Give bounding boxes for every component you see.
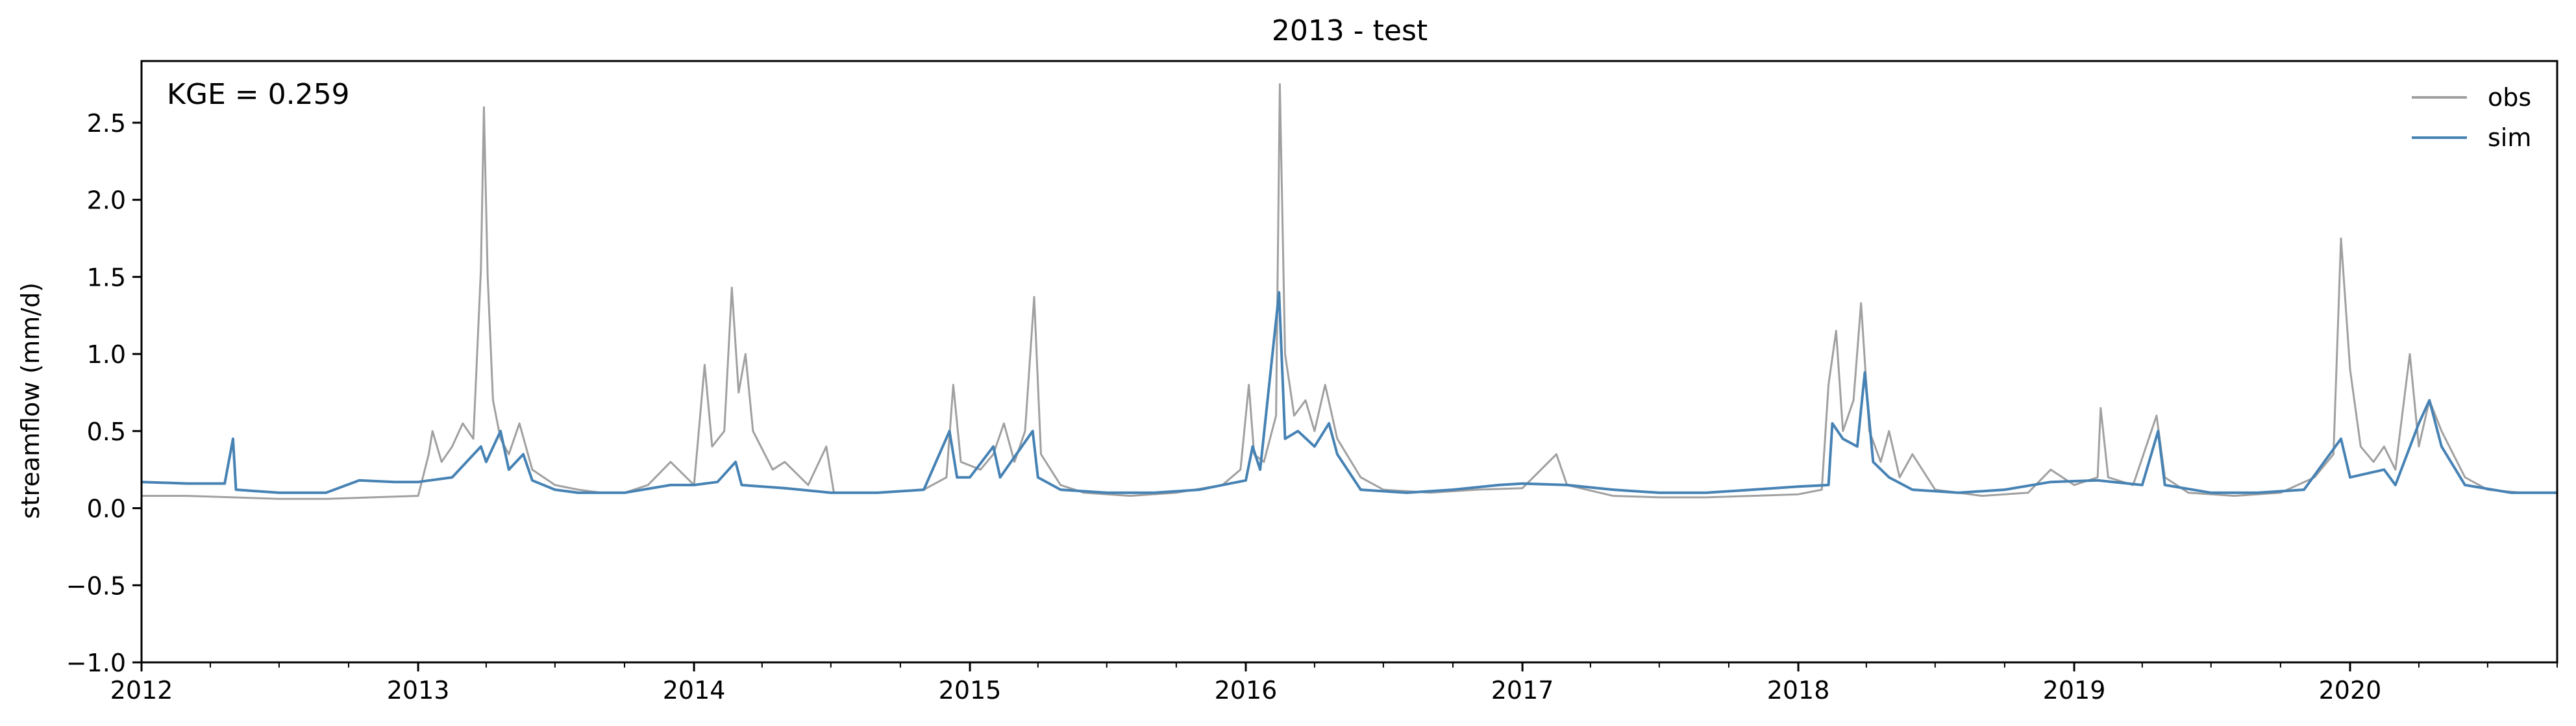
y-tick-label: −1.0 [66, 649, 126, 677]
y-tick-label: −0.5 [66, 571, 126, 600]
chart-title: 2013 - test [1272, 14, 1428, 47]
x-tick-label: 2020 [2319, 676, 2382, 705]
x-tick-label: 2016 [1215, 676, 1278, 705]
y-tick-label: 2.0 [87, 186, 126, 215]
y-axis-ticks: −1.0 −0.5 0.0 0.5 1.0 1.5 2.0 2.5 [66, 109, 142, 677]
x-tick-label: 2015 [939, 676, 1002, 705]
x-tick-label: 2012 [110, 676, 173, 705]
legend-label-obs: obs [2488, 83, 2531, 112]
y-tick-label: 2.5 [87, 109, 126, 138]
y-tick-label: 1.5 [87, 263, 126, 292]
x-tick-label: 2013 [387, 676, 450, 705]
plot-frame [140, 60, 2558, 664]
y-tick-label: 0.5 [87, 418, 126, 446]
series-layer [141, 83, 2557, 500]
x-axis-ticks: 2012 2013 2014 2015 2016 2017 2018 2019 2020 [110, 662, 2558, 705]
y-axis-label: streamflow (mm/d) [16, 282, 45, 519]
series-line-sim [141, 291, 2557, 494]
series-line-obs [142, 83, 2557, 500]
x-tick-label: 2019 [2043, 676, 2106, 705]
legend-label-sim: sim [2488, 123, 2531, 152]
y-tick-label: 1.0 [87, 340, 126, 369]
kge-annotation: KGE = 0.259 [167, 78, 350, 111]
x-tick-label: 2017 [1491, 676, 1554, 705]
legend: obs sim [2412, 83, 2531, 152]
x-tick-label: 2018 [1767, 676, 1830, 705]
x-tick-label: 2014 [663, 676, 726, 705]
y-tick-label: 0.0 [87, 495, 126, 523]
